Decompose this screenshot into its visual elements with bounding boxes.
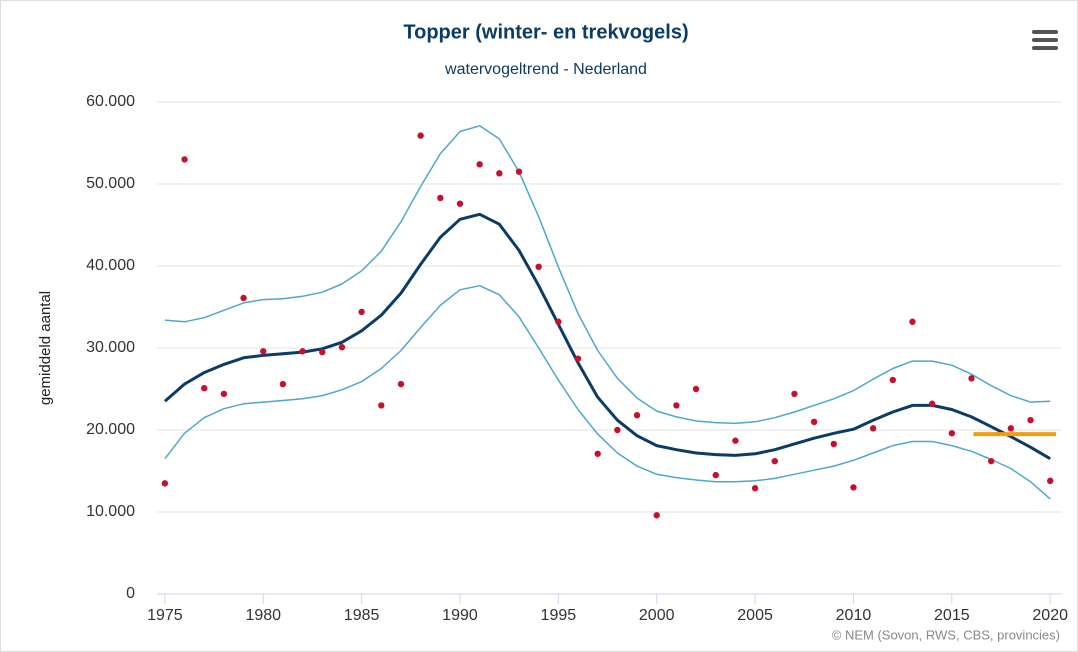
data-point [476,161,483,168]
data-point [358,308,365,316]
y-tick-label: 0 [126,585,135,602]
data-point [594,450,601,457]
data-point [319,348,326,356]
data-point [692,385,700,393]
menu-bar[interactable] [1032,46,1058,50]
data-point [791,390,798,398]
data-point [378,402,385,409]
trend-line [164,284,1051,500]
data-point [614,426,621,434]
data-point [653,512,660,519]
y-tick-label: 20.000 [86,421,135,438]
trend-line [163,212,1051,460]
data-point [987,457,995,465]
x-tick-label: 1985 [344,607,380,624]
data-point [417,132,424,139]
menu-bar[interactable] [1032,30,1058,34]
menu-bar[interactable] [1032,38,1058,42]
data-point [810,418,818,425]
data-point [633,412,641,419]
y-tick-label: 60.000 [86,93,135,110]
data-point [397,380,405,388]
data-point [712,471,719,479]
data-point [889,376,897,384]
data-point [201,384,208,392]
data-point [437,194,444,202]
x-tick-label: 2015 [934,607,970,624]
y-axis-label: gemiddeld aantal [37,291,54,405]
data-point [751,485,759,492]
x-tick-label: 1990 [442,607,478,624]
x-tick-label: 1995 [541,607,577,624]
y-tick-label: 10.000 [86,503,135,520]
x-tick-label: 1980 [245,607,281,624]
data-point [1007,425,1015,432]
x-tick-label: 2005 [737,607,773,624]
data-point [771,457,778,465]
x-tick-label: 2020 [1032,607,1068,624]
data-point [869,425,877,432]
data-point [830,440,837,448]
data-point [260,348,267,355]
data-point [515,168,523,175]
credits: © NEM (Sovon, RWS, CBS, provincies) [832,627,1060,642]
data-point [732,437,739,444]
x-tick-label: 1975 [147,607,183,624]
data-point [673,402,680,409]
trend-line [164,125,1051,425]
data-point [279,380,287,388]
data-point [968,375,975,382]
data-point [220,390,228,398]
data-point [299,348,306,355]
data-point [909,318,916,325]
data-point [535,263,542,271]
menu-button[interactable] [1032,30,1058,50]
data-point [161,480,169,487]
data-point [928,400,936,407]
data-point [948,430,956,437]
data-point [1046,477,1054,485]
y-tick-label: 40.000 [86,257,135,274]
data-point [555,318,562,325]
data-point [456,200,464,207]
data-point [574,355,582,362]
chart-subtitle: watervogeltrend - Nederland [444,61,647,78]
y-tick-label: 30.000 [86,339,135,356]
y-tick-label: 50.000 [86,175,135,192]
x-tick-label: 2010 [836,607,872,624]
data-point [240,294,247,302]
data-point [1027,416,1034,424]
data-point [181,156,188,163]
data-point [850,484,857,491]
data-point [338,343,346,351]
x-tick-label: 2000 [639,607,675,624]
data-point [496,170,503,177]
chart-title: Topper (winter- en trekvogels) [403,21,688,43]
